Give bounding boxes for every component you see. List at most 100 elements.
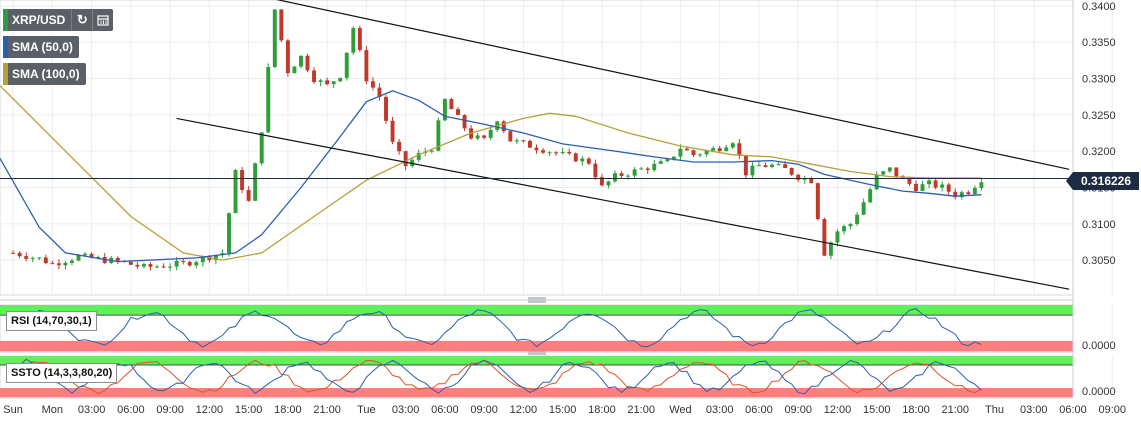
- upper-trendline: [276, 0, 1070, 170]
- candle-body: [554, 152, 559, 154]
- candle-body: [482, 135, 487, 138]
- candle-body: [842, 226, 846, 232]
- candle-body: [364, 50, 369, 82]
- candle-body: [17, 252, 22, 257]
- candle-body: [685, 148, 689, 151]
- x-tick-label: Tue: [357, 404, 376, 416]
- sma100-legend[interactable]: SMA (100,0): [3, 63, 86, 85]
- ssto-overbought-zone: [0, 356, 1073, 366]
- y-tick-label: 0.3050: [1082, 255, 1116, 267]
- candle-body: [89, 253, 94, 258]
- x-tick-label: 03:00: [706, 404, 734, 416]
- x-tick-label: 15:00: [549, 404, 577, 416]
- candle-body: [613, 173, 617, 182]
- candle-body: [56, 263, 61, 266]
- candle-body: [370, 81, 375, 88]
- candle-body: [698, 154, 703, 156]
- candle-body: [560, 151, 565, 154]
- calendar-icon[interactable]: [92, 9, 113, 31]
- candle-body: [671, 156, 676, 160]
- x-tick-label: 06:00: [431, 404, 459, 416]
- candle-body: [141, 264, 146, 267]
- candle-body: [730, 143, 735, 148]
- candle-body: [128, 261, 133, 265]
- y-tick-label: 0.3100: [1082, 219, 1116, 231]
- candle-body: [763, 165, 768, 168]
- y-tick-label: 0.3400: [1082, 1, 1116, 13]
- candle-body: [227, 213, 231, 254]
- candle-body: [338, 77, 343, 82]
- candle-body: [285, 40, 290, 74]
- candle-body: [868, 189, 873, 203]
- candle-body: [115, 257, 120, 261]
- x-tick-label: 12:00: [824, 404, 852, 416]
- candle-body: [312, 70, 317, 83]
- x-tick-label: Sun: [3, 404, 23, 416]
- candle-body: [907, 178, 912, 184]
- candle-body: [318, 80, 323, 83]
- candle-body: [959, 192, 964, 198]
- candle-body: [626, 175, 631, 177]
- candle-body: [377, 87, 382, 97]
- candle-body: [756, 165, 761, 167]
- candle-body: [397, 141, 402, 152]
- candle-body: [946, 184, 951, 192]
- candle-body: [770, 164, 774, 168]
- candle-body: [822, 219, 827, 256]
- sma100-swatch: [3, 63, 8, 85]
- x-tick-label: 09:00: [156, 404, 184, 416]
- candle-body: [429, 150, 434, 152]
- candle-body: [43, 257, 48, 264]
- candle-body: [940, 184, 945, 188]
- candle-body: [966, 192, 971, 195]
- candle-body: [194, 262, 199, 266]
- candle-body: [514, 140, 519, 142]
- candle-body: [972, 187, 977, 195]
- rsi-line: [12, 308, 982, 348]
- candle-body: [920, 184, 925, 191]
- candle-body: [665, 159, 670, 162]
- candle-body: [266, 66, 271, 133]
- sma50-legend[interactable]: SMA (50,0): [3, 36, 79, 58]
- candle-body: [874, 174, 879, 190]
- x-tick-label: 21:00: [313, 404, 341, 416]
- candle-body: [848, 224, 853, 227]
- candle-body: [534, 147, 539, 151]
- candle-body: [599, 177, 604, 186]
- refresh-icon[interactable]: ↻: [71, 9, 92, 31]
- candle-body: [691, 150, 696, 156]
- candle-body: [384, 96, 388, 121]
- candle-body: [789, 167, 794, 175]
- x-tick-label: Wed: [669, 404, 691, 416]
- x-tick-label: 12:00: [196, 404, 224, 416]
- candle-body: [861, 202, 866, 215]
- candle-body: [246, 189, 251, 201]
- rsi-overbought-zone: [0, 305, 1073, 316]
- x-tick-label: 03:00: [1020, 404, 1048, 416]
- candle-body: [442, 98, 447, 121]
- y-tick-label: 0.3350: [1082, 37, 1116, 49]
- candle-body: [639, 168, 644, 170]
- x-tick-label: 21:00: [941, 404, 969, 416]
- x-tick-label: 21:00: [627, 404, 655, 416]
- candle-body: [50, 263, 55, 265]
- candle-body: [456, 109, 460, 116]
- candle-body: [809, 178, 814, 184]
- x-tick-label: 06:00: [117, 404, 145, 416]
- candle-body: [30, 257, 35, 259]
- candle-body: [96, 257, 101, 259]
- candle-body: [527, 140, 532, 148]
- ssto-line: [12, 359, 982, 395]
- candle-body: [76, 255, 81, 261]
- candle-body: [200, 256, 205, 263]
- candle-body: [462, 115, 467, 129]
- candle-body: [24, 256, 29, 259]
- candle-body: [586, 158, 591, 164]
- x-tick-label: 15:00: [235, 404, 263, 416]
- x-tick-label: 06:00: [1059, 404, 1087, 416]
- candle-body: [403, 151, 408, 167]
- x-tick-label: 18:00: [588, 404, 616, 416]
- candle-body: [37, 257, 42, 259]
